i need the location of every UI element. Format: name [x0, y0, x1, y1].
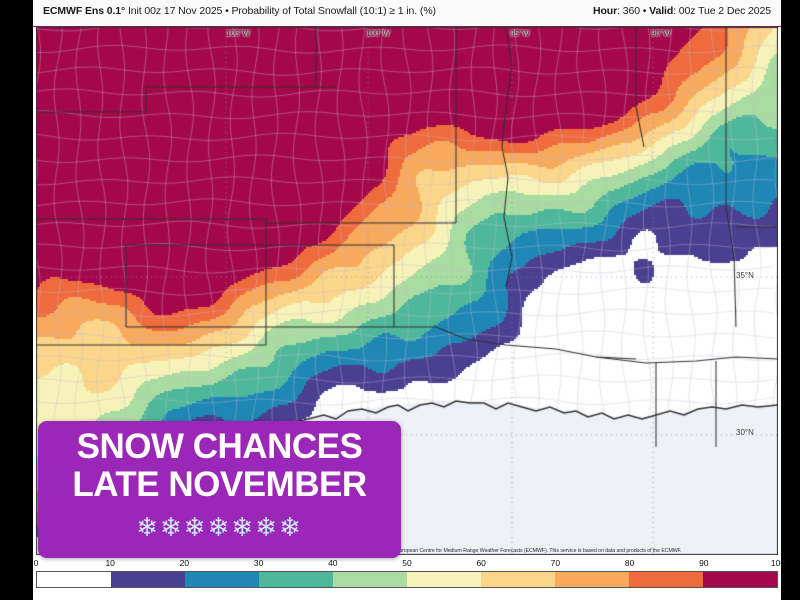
snowflake-icon: ❄ [160, 512, 184, 542]
snowflake-icon: ❄ [136, 512, 160, 542]
colorbar-swatch [555, 572, 629, 587]
hour-label: Hour [592, 5, 618, 17]
header-left-text: ECMWF Ens 0.1° Init 00z 17 Nov 2025 • Pr… [43, 5, 436, 17]
ecmwf-attribution: European Centre for Medium-Range Weather… [396, 548, 682, 554]
colorbar-tick: 20 [179, 558, 190, 568]
colorbar-swatch [185, 572, 259, 587]
colorbar-swatch [407, 572, 481, 587]
promo-line-1: SNOW CHANCES [76, 427, 363, 466]
colorbar-tick: 90 [699, 558, 709, 568]
snowflake-icon: ❄ [183, 512, 208, 542]
promo-banner: SNOW CHANCES LATE NOVEMBER ❄❄❄❄❄❄❄ [38, 421, 401, 558]
colorbar-swatch [259, 572, 333, 587]
colorbar-swatch [37, 572, 111, 587]
map-header-bar: ECMWF Ens 0.1° Init 00z 17 Nov 2025 • Pr… [33, 0, 781, 27]
colorbar-tick-labels: 0 10 20 30 40 50 60 70 80 90 100 [33, 558, 785, 570]
colorbar-tick: 30 [253, 558, 264, 568]
snowflake-icon: ❄ [231, 512, 256, 542]
colorbar-swatches [36, 571, 778, 588]
init-valid-text: Init 00z 17 Nov 2025 • Probability of To… [127, 5, 436, 17]
letterbox-right [781, 0, 800, 600]
valid-label: Valid [649, 5, 674, 17]
colorbar-tick: 70 [550, 558, 561, 568]
snowflake-icon: ❄ [207, 512, 232, 542]
snowflake-icon: ❄ [278, 512, 303, 542]
colorbar-swatch [629, 572, 703, 587]
colorbar-tick: 0 [33, 558, 39, 568]
colorbar-tick: 60 [476, 558, 486, 568]
valid-value: : 00z Tue 2 Dec 2025 [673, 5, 771, 17]
colorbar: 0 10 20 30 40 50 60 70 80 90 100 [33, 558, 785, 594]
letterbox-left [0, 0, 33, 600]
colorbar-swatch [481, 572, 555, 587]
colorbar-swatch [111, 572, 185, 587]
snowflake-row: ❄❄❄❄❄❄❄ [38, 507, 401, 547]
hour-value: : 360 • [617, 5, 650, 17]
colorbar-tick: 50 [402, 558, 412, 568]
colorbar-tick: 80 [624, 558, 635, 568]
colorbar-swatch [333, 572, 407, 587]
model-name-label: ECMWF Ens 0.1° [43, 5, 126, 17]
colorbar-swatch [703, 572, 777, 587]
header-right-text: Hour: 360 • Valid: 00z Tue 2 Dec 2025 [593, 5, 771, 17]
snowflake-icon: ❄ [255, 512, 279, 542]
colorbar-tick: 10 [105, 558, 115, 568]
probability-map[interactable]: 105°W 100°W 95°W 90°W 35°N 30°N European… [36, 27, 778, 555]
colorbar-tick: 100 [770, 558, 786, 568]
colorbar-tick: 40 [328, 558, 338, 568]
promo-line-2: LATE NOVEMBER [72, 465, 367, 504]
